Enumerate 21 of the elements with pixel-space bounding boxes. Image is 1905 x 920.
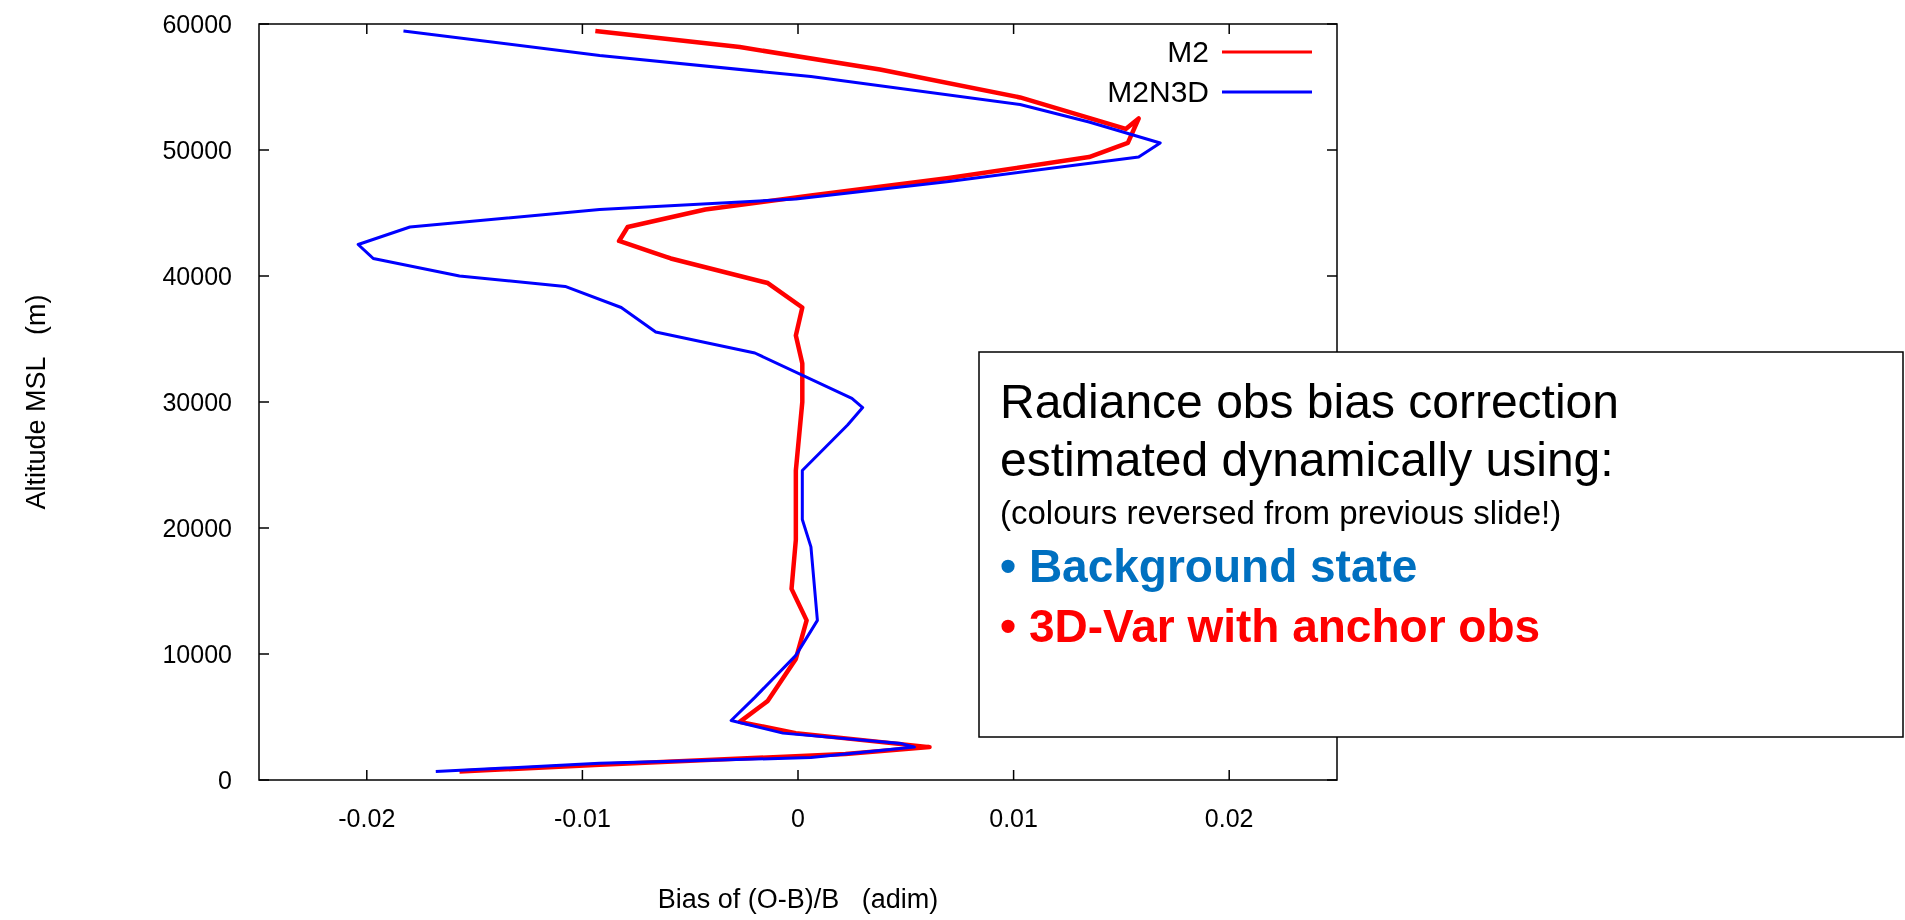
legend-label: M2N3D [1107, 75, 1209, 108]
legend-label: M2 [1167, 35, 1209, 68]
x-tick-label: 0 [791, 804, 805, 832]
annotation: Radiance obs bias correction [1000, 375, 1620, 428]
annotation: • Background state [1000, 540, 1418, 592]
annotation: • 3D-Var with anchor obs [1000, 600, 1541, 652]
y-tick-label: 10000 [162, 640, 232, 668]
y-tick-label: 60000 [162, 10, 232, 38]
x-tick-label: -0.01 [553, 804, 611, 832]
x-axis-title: Bias of (O-B)/B (adim) [657, 884, 939, 914]
y-tick-label: 0 [218, 766, 232, 794]
annotation: estimated dynamically using: [1000, 433, 1614, 486]
y-tick-label: 20000 [162, 514, 232, 542]
annotation: (colours reversed from previous slide!) [1000, 494, 1562, 531]
x-tick-label: 0.01 [989, 804, 1038, 832]
y-tick-label: 40000 [162, 262, 232, 290]
x-tick-label: -0.02 [338, 804, 396, 832]
y-tick-label: 30000 [162, 388, 232, 416]
y-tick-label: 50000 [162, 136, 232, 164]
y-axis-title: Altitude MSL (m) [21, 294, 51, 510]
x-tick-label: 0.02 [1204, 804, 1254, 832]
